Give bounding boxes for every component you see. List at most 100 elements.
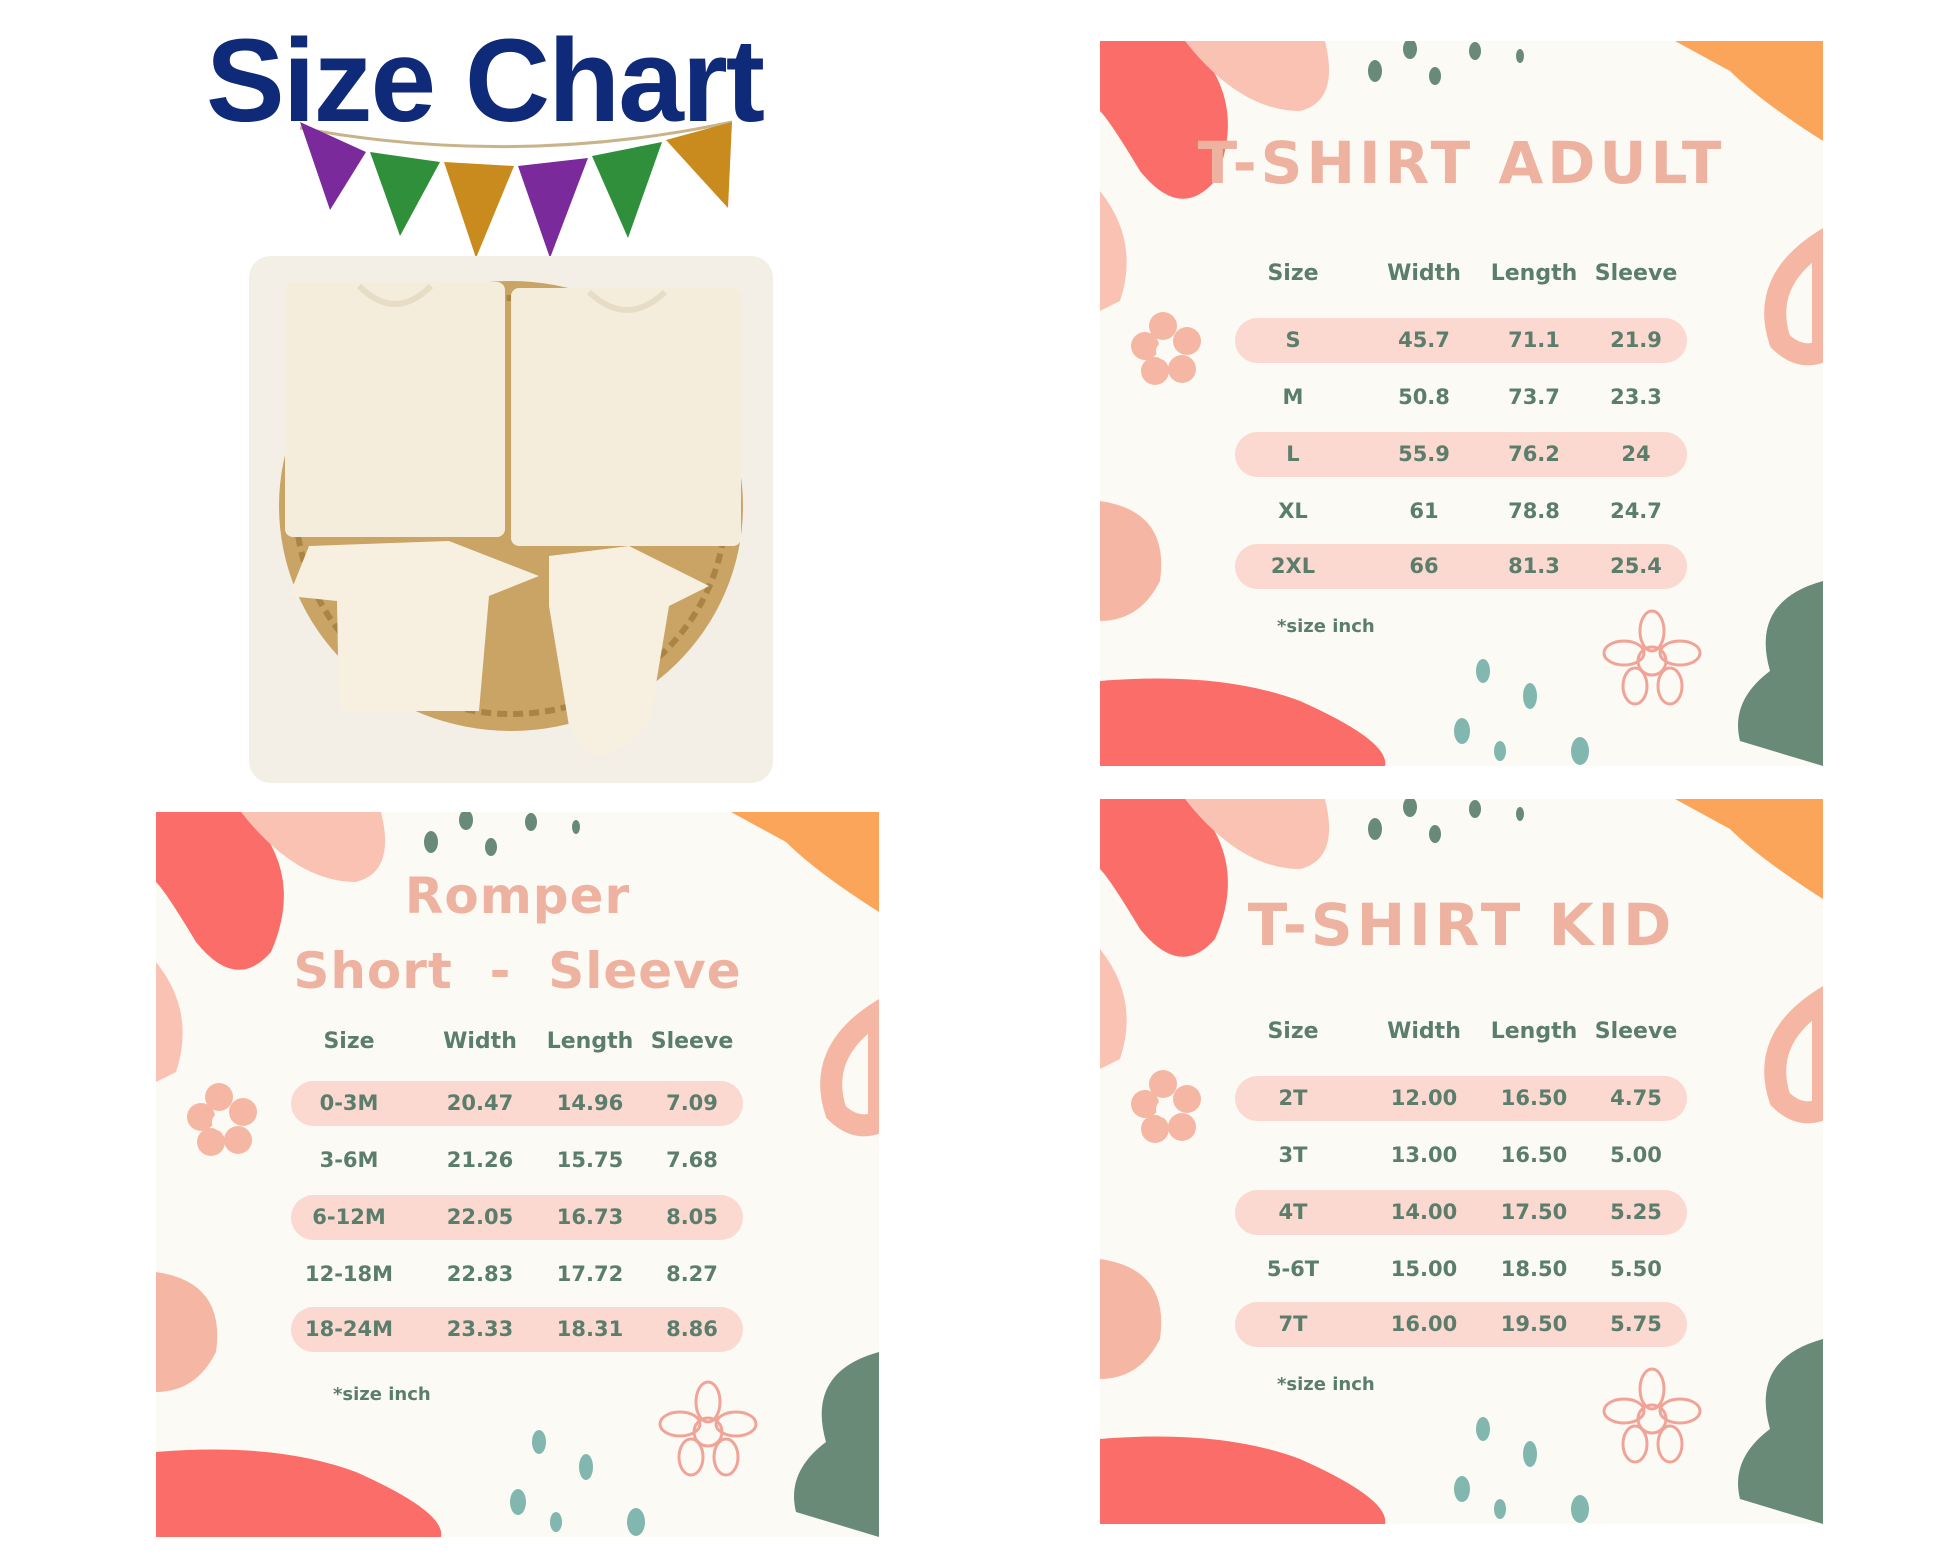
table-cell: 14.00 (1390, 1200, 1458, 1224)
table-cell: 4T (1278, 1200, 1308, 1224)
panel-title-line: Romper (404, 867, 631, 925)
adult-size-chart-panel: T-SHIRT ADULT Size Width Length Sleeve S 45.7 7… (1100, 41, 1823, 766)
table-cell: 61 (1409, 499, 1439, 523)
folded-tshirts-photo (249, 256, 773, 783)
table-cell: 24 (1621, 442, 1651, 466)
table-cell: 18.50 (1500, 1257, 1568, 1281)
table-cell: 5.00 (1610, 1143, 1662, 1167)
table-row: 18-24M 23.33 18.31 8.86 (291, 1307, 743, 1352)
size-unit-note: *size inch (1277, 616, 1375, 637)
table-cell: 23.33 (446, 1317, 514, 1341)
table-cell: 4.75 (1610, 1086, 1662, 1110)
panel-subtitle-line: Short - Sleeve (293, 942, 742, 1000)
column-header: Size (323, 1029, 375, 1054)
table-cell: 3-6M (319, 1148, 379, 1172)
table-cell: 18.31 (556, 1317, 624, 1341)
table-cell: 15.00 (1390, 1257, 1458, 1281)
size-unit-note: *size inch (1277, 1374, 1375, 1395)
table-row: L 55.9 76.2 24 (1235, 432, 1687, 477)
table-cell: 0-3M (319, 1091, 379, 1115)
column-header: Size (1267, 1019, 1319, 1044)
table-cell: 45.7 (1398, 328, 1450, 352)
table-cell: 25.4 (1610, 554, 1662, 578)
column-header: Width (1387, 261, 1461, 286)
table-row: S 45.7 71.1 21.9 (1235, 318, 1687, 363)
table-cell: 20.47 (446, 1091, 514, 1115)
table-cell: 73.7 (1508, 385, 1560, 409)
table-cell: 21.9 (1610, 328, 1662, 352)
panel-title: T-SHIRT KID (1247, 891, 1676, 959)
table-cell: 5.25 (1610, 1200, 1662, 1224)
table-cell: 13.00 (1390, 1143, 1458, 1167)
column-header: Length (546, 1029, 634, 1054)
romper-size-chart-panel: Romper Short - Sleeve Size Width Length Sleev… (156, 812, 879, 1537)
kid-size-chart-panel: T-SHIRT KID Size Width Length Sleeve 2T 12.00 1… (1100, 799, 1823, 1524)
table-row: 2XL 66 81.3 25.4 (1235, 544, 1687, 589)
table-cell: 17.72 (556, 1262, 624, 1286)
table-row: 3-6M 21.26 15.75 7.68 (291, 1138, 743, 1183)
table-cell: 7T (1278, 1312, 1308, 1336)
table-cell: L (1286, 442, 1300, 466)
decorative-blobs (1100, 41, 1823, 766)
column-header: Width (1387, 1019, 1461, 1044)
table-row: 12-18M 22.83 17.72 8.27 (291, 1252, 743, 1297)
table-row: 6-12M 22.05 16.73 8.05 (291, 1195, 743, 1240)
table-cell: 21.26 (446, 1148, 514, 1172)
table-cell: 5-6T (1266, 1257, 1320, 1281)
column-header: Size (1267, 261, 1319, 286)
decorative-blobs (156, 812, 879, 1537)
table-cell: 16.50 (1500, 1086, 1568, 1110)
table-cell: 81.3 (1508, 554, 1560, 578)
table-cell: 8.27 (666, 1262, 718, 1286)
table-row: 2T 12.00 16.50 4.75 (1235, 1076, 1687, 1121)
table-cell: 2T (1278, 1086, 1308, 1110)
table-cell: 16.00 (1390, 1312, 1458, 1336)
table-cell: 50.8 (1398, 385, 1450, 409)
table-cell: 17.50 (1500, 1200, 1568, 1224)
table-header: Size Width Length Sleeve (291, 1019, 743, 1064)
table-cell: XL (1278, 499, 1308, 523)
column-header: Width (443, 1029, 517, 1054)
table-cell: 12.00 (1390, 1086, 1458, 1110)
table-cell: 15.75 (556, 1148, 624, 1172)
table-cell: 22.83 (446, 1262, 514, 1286)
column-header: Length (1490, 261, 1578, 286)
table-cell: M (1282, 385, 1304, 409)
table-row: M 50.8 73.7 23.3 (1235, 375, 1687, 420)
table-cell: 12-18M (304, 1262, 394, 1286)
bunting-decoration (299, 120, 733, 258)
table-cell: 14.96 (556, 1091, 624, 1115)
table-row: 3T 13.00 16.50 5.00 (1235, 1133, 1687, 1178)
table-cell: 3T (1278, 1143, 1308, 1167)
table-cell: 7.09 (666, 1091, 718, 1115)
size-unit-note: *size inch (333, 1384, 431, 1405)
table-cell: 5.75 (1610, 1312, 1662, 1336)
table-cell: 2XL (1270, 554, 1316, 578)
table-cell: 6-12M (312, 1205, 386, 1229)
column-header: Sleeve (650, 1029, 734, 1054)
table-cell: 8.05 (666, 1205, 718, 1229)
table-cell: 22.05 (446, 1205, 514, 1229)
column-header: Sleeve (1594, 1019, 1678, 1044)
page-title: Size Chart (206, 15, 765, 147)
table-cell: 16.50 (1500, 1143, 1568, 1167)
table-row: 5-6T 15.00 18.50 5.50 (1235, 1247, 1687, 1292)
table-header: Size Width Length Sleeve (1235, 1009, 1687, 1054)
table-cell: 19.50 (1500, 1312, 1568, 1336)
table-cell: 66 (1409, 554, 1439, 578)
table-cell: 5.50 (1610, 1257, 1662, 1281)
table-cell: 8.86 (666, 1317, 718, 1341)
table-cell: S (1285, 328, 1301, 352)
panel-title: T-SHIRT ADULT (1197, 129, 1726, 197)
column-header: Sleeve (1594, 261, 1678, 286)
table-cell: 71.1 (1508, 328, 1560, 352)
table-cell: 16.73 (556, 1205, 624, 1229)
table-row: 7T 16.00 19.50 5.75 (1235, 1302, 1687, 1347)
table-cell: 78.8 (1508, 499, 1560, 523)
table-cell: 18-24M (304, 1317, 394, 1341)
table-cell: 23.3 (1610, 385, 1662, 409)
column-header: Length (1490, 1019, 1578, 1044)
table-row: 0-3M 20.47 14.96 7.09 (291, 1081, 743, 1126)
table-header: Size Width Length Sleeve (1235, 251, 1687, 296)
table-cell: 76.2 (1508, 442, 1560, 466)
